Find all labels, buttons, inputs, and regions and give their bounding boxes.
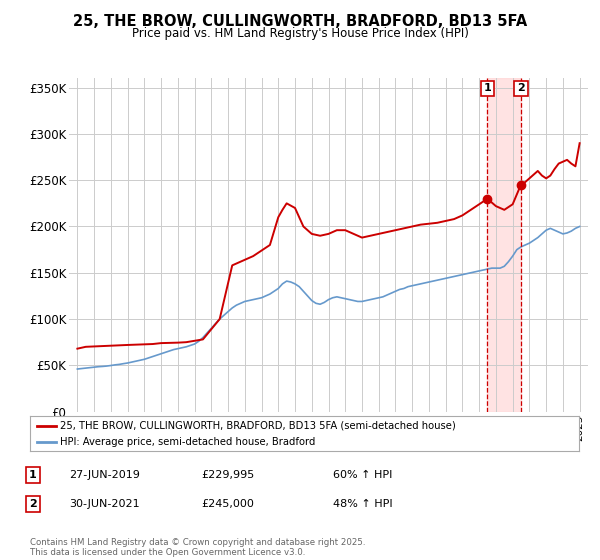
Text: 48% ↑ HPI: 48% ↑ HPI [333, 499, 392, 509]
Text: 30-JUN-2021: 30-JUN-2021 [69, 499, 140, 509]
Text: 25, THE BROW, CULLINGWORTH, BRADFORD, BD13 5FA (semi-detached house): 25, THE BROW, CULLINGWORTH, BRADFORD, BD… [60, 421, 456, 431]
Text: 1: 1 [29, 470, 37, 480]
Text: £229,995: £229,995 [201, 470, 254, 480]
Text: 25, THE BROW, CULLINGWORTH, BRADFORD, BD13 5FA: 25, THE BROW, CULLINGWORTH, BRADFORD, BD… [73, 14, 527, 29]
Text: 60% ↑ HPI: 60% ↑ HPI [333, 470, 392, 480]
Text: HPI: Average price, semi-detached house, Bradford: HPI: Average price, semi-detached house,… [60, 437, 316, 447]
Text: 2: 2 [517, 83, 525, 94]
Text: Price paid vs. HM Land Registry's House Price Index (HPI): Price paid vs. HM Land Registry's House … [131, 27, 469, 40]
Text: 27-JUN-2019: 27-JUN-2019 [69, 470, 140, 480]
Text: Contains HM Land Registry data © Crown copyright and database right 2025.
This d: Contains HM Land Registry data © Crown c… [30, 538, 365, 557]
Text: 2: 2 [29, 499, 37, 509]
Bar [487, 78, 521, 412]
Text: £245,000: £245,000 [201, 499, 254, 509]
Text: 1: 1 [484, 83, 491, 94]
